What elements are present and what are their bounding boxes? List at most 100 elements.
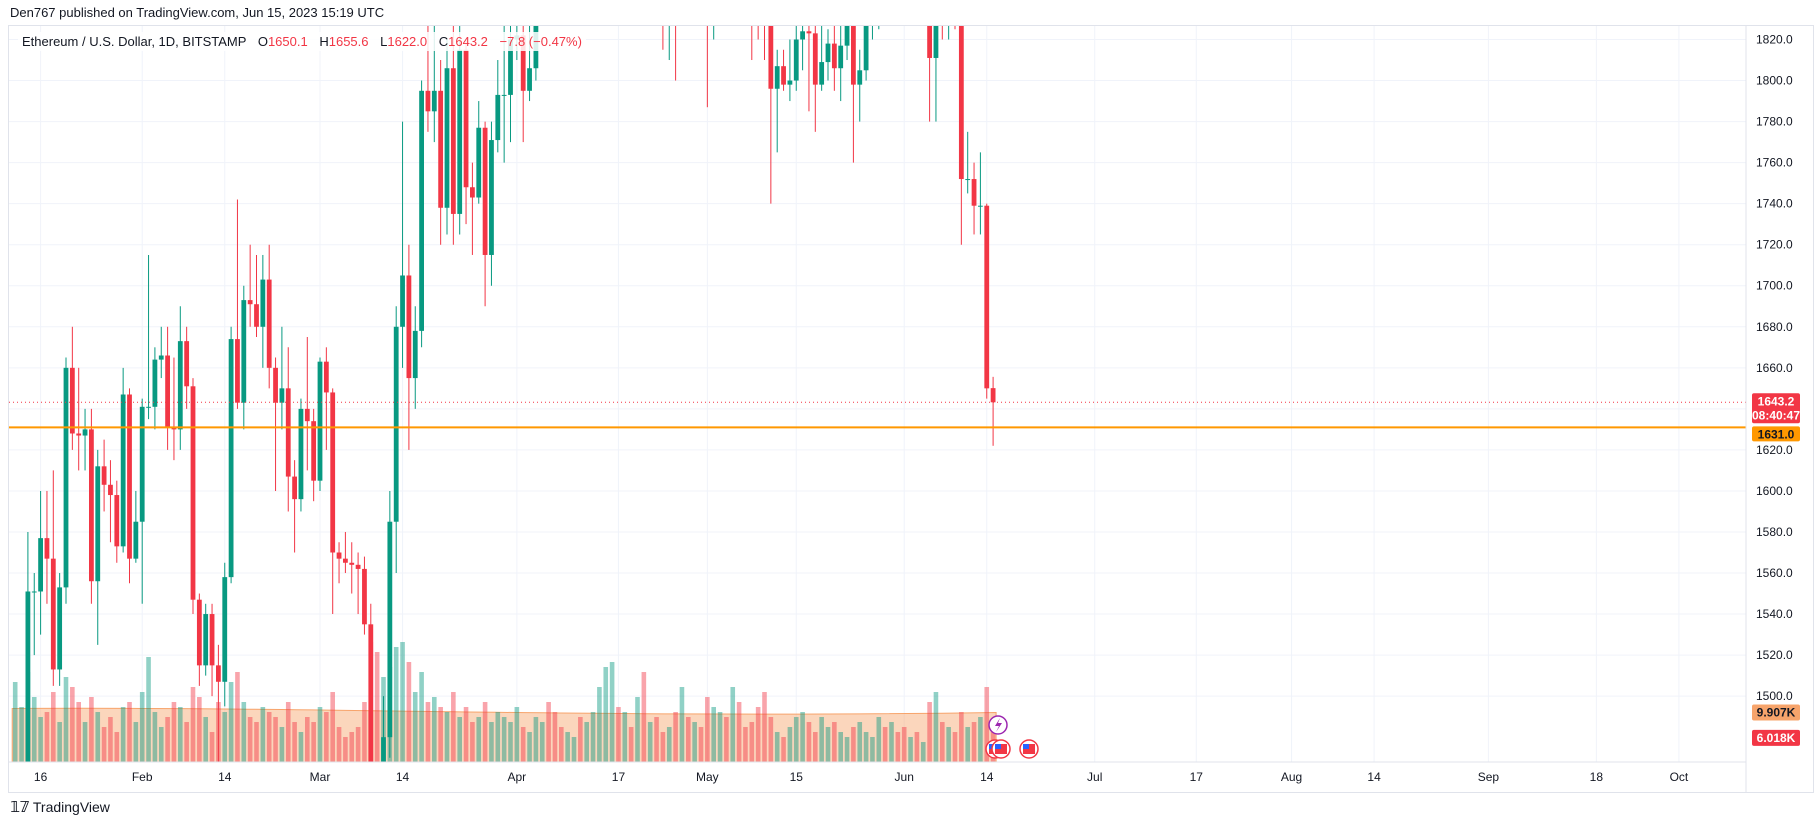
candle-body <box>793 39 799 81</box>
candle-body <box>31 591 37 593</box>
price-tick-label: 1580.0 <box>1756 525 1793 539</box>
volume-bar <box>774 732 780 762</box>
volume-bar <box>940 722 945 762</box>
volume-bar <box>819 717 824 762</box>
volume-bar <box>508 722 513 762</box>
volume-bar <box>19 707 24 762</box>
volume-bar <box>489 722 494 762</box>
symbol-title[interactable]: Ethereum / U.S. Dollar, 1D, BITSTAMP <box>22 34 247 49</box>
volume-bar <box>184 722 189 762</box>
volume-bar <box>901 727 907 762</box>
candle-body <box>958 26 964 180</box>
candle-body <box>228 339 234 578</box>
volume-bar <box>178 707 183 762</box>
price-tick-label: 1700.0 <box>1756 279 1793 293</box>
hline-price-badge-text: 1631.0 <box>1758 427 1795 441</box>
last-price-badge-text: 1643.2 <box>1758 394 1795 408</box>
volume-bar <box>635 697 640 762</box>
volume-bar <box>38 717 43 762</box>
time-tick-label: 14 <box>980 770 994 784</box>
candle-body <box>254 304 259 327</box>
candle-body <box>393 326 399 522</box>
volume-bar <box>190 687 196 762</box>
volume-bar <box>139 692 145 762</box>
candle-body <box>108 484 113 496</box>
price-tick-label: 1740.0 <box>1756 197 1793 211</box>
candle-body <box>431 90 437 112</box>
candle-body <box>82 429 88 436</box>
price-tick-label: 1540.0 <box>1756 607 1793 621</box>
volume-bar <box>247 717 253 762</box>
volume-bar <box>813 732 818 762</box>
volume-bar <box>203 717 208 762</box>
volume-bar <box>222 712 228 762</box>
hline-price-badge <box>1752 426 1800 442</box>
volume-bar <box>495 712 501 762</box>
last-price-badge-text: 08:40:47 <box>1752 408 1800 422</box>
volume-bar <box>838 732 843 762</box>
candle-body <box>381 737 386 762</box>
volume-bar <box>571 737 577 762</box>
time-tick-label: May <box>696 770 719 784</box>
candle-body <box>419 90 424 331</box>
volume-bar <box>311 722 316 762</box>
publisher-line: Den767 published on TradingView.com, Jun… <box>10 5 385 20</box>
volume-bar <box>70 687 75 762</box>
volume-bar <box>298 732 304 762</box>
volume-bar <box>641 672 647 762</box>
candle-body <box>400 275 405 327</box>
candle-body <box>177 341 183 430</box>
price-tick-label: 1720.0 <box>1756 238 1793 252</box>
volume-bar <box>539 722 545 762</box>
volume-bar <box>959 712 964 762</box>
volume-bar <box>89 697 94 762</box>
volume-bar <box>844 737 850 762</box>
candle-body <box>247 300 253 305</box>
brand-name: TradingView <box>32 799 110 815</box>
change-value: −7.8 (−0.47%) <box>499 34 582 49</box>
candle-body <box>279 388 285 403</box>
volume-bar <box>31 697 37 762</box>
candle-body <box>457 49 463 214</box>
volume-bar <box>76 702 81 762</box>
volume-bar <box>400 642 405 762</box>
price-lines <box>9 401 1746 429</box>
volume-bar <box>146 657 151 762</box>
volume-bar <box>889 722 894 762</box>
volume-bar <box>660 732 666 762</box>
candle-body <box>127 394 132 559</box>
candle-body <box>95 466 101 582</box>
footer-brand[interactable]: 𝟙𝟟 TradingView <box>10 798 110 816</box>
close-label: C <box>438 34 449 49</box>
candle-body <box>25 591 31 762</box>
volume-bar <box>686 717 691 762</box>
volume-bar <box>57 722 62 762</box>
volume-bar <box>946 727 951 762</box>
volume-bar <box>406 662 412 762</box>
event-markers <box>985 715 1039 759</box>
candle-body <box>76 433 82 436</box>
candle-body <box>311 421 317 481</box>
low-label: L <box>380 34 388 49</box>
candle-body <box>978 205 983 207</box>
volume-bar <box>933 692 939 762</box>
candle-body <box>222 577 228 682</box>
candle-body <box>425 90 431 112</box>
price-tick-label: 1560.0 <box>1756 566 1793 580</box>
candle-body <box>50 558 56 670</box>
candle-body <box>787 80 793 85</box>
volume-bar <box>927 702 932 762</box>
price-tick-label: 1520.0 <box>1756 648 1793 662</box>
time-tick-label: Jun <box>895 770 914 784</box>
candle-body <box>927 26 932 58</box>
candle-body <box>44 538 50 559</box>
volume-bar <box>914 732 920 762</box>
price-tick-label: 1780.0 <box>1756 115 1793 129</box>
time-tick-label: 16 <box>34 770 48 784</box>
volume-bar <box>698 727 704 762</box>
time-tick-label: 15 <box>790 770 804 784</box>
time-tick-label: Jul <box>1087 770 1102 784</box>
time-tick-label: Oct <box>1670 770 1689 784</box>
volume-bar <box>152 712 158 762</box>
